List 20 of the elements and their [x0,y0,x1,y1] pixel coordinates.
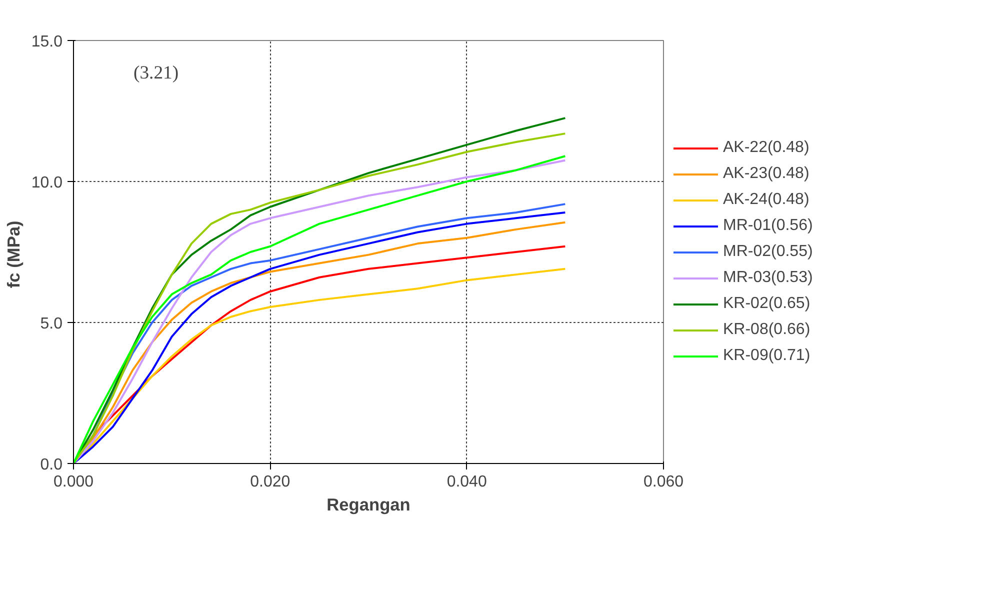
y-axis-title: fc (MPa) [3,220,24,288]
legend-label: AK-22(0.48) [723,138,810,156]
x-tick-label: 0.060 [643,474,684,490]
y-tick-label: 15.0 [31,34,63,50]
x-tick-label: 0.000 [53,474,94,490]
legend-label: MR-02(0.55) [723,242,813,260]
legend-label: AK-24(0.48) [723,190,810,208]
legend-label: MR-03(0.53) [723,268,813,286]
legend-label: AK-23(0.48) [723,164,810,182]
legend-label: MR-01(0.56) [723,216,813,234]
x-tick-label: 0.040 [446,474,487,490]
legend-label: KR-02(0.65) [723,294,810,312]
x-axis-title: Regangan [326,494,410,514]
x-tick-label: 0.020 [250,474,290,490]
annotation: (3.21) [134,62,179,84]
legend-label: KR-08(0.66) [723,320,810,338]
y-tick-label: 0.0 [40,456,63,474]
y-tick-label: 5.0 [40,316,63,332]
legend-label: KR-09(0.71) [723,346,810,364]
y-tick-label: 10.0 [31,174,63,192]
